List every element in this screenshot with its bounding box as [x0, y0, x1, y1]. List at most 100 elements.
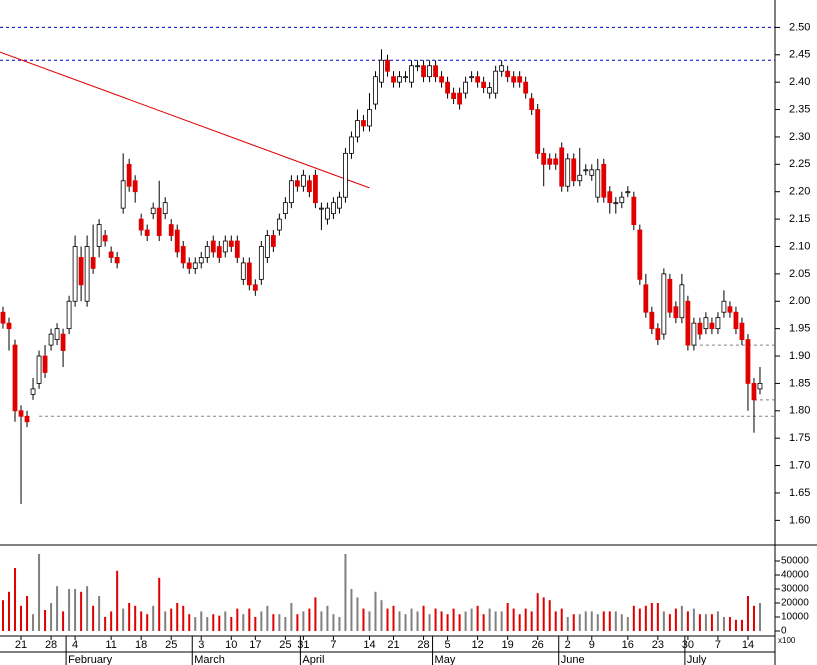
volume-bar: [686, 611, 689, 631]
volume-bar: [200, 611, 203, 631]
volume-unit: x100: [778, 636, 796, 645]
volume-bar: [500, 611, 503, 631]
volume-bar: [524, 608, 527, 631]
volume-bar: [476, 605, 479, 631]
candle-body: [751, 383, 757, 401]
volume-bar: [224, 611, 227, 631]
candle-body: [415, 65, 420, 68]
candle-body: [553, 158, 559, 165]
x-tick-label: 14: [363, 639, 375, 651]
candle-body: [204, 246, 210, 258]
volume-bar: [554, 611, 557, 631]
candle-body: [198, 257, 204, 264]
candle-body: [168, 224, 174, 236]
x-tick-label: 25: [279, 639, 291, 651]
volume-bar: [242, 614, 245, 631]
candle-body: [637, 229, 643, 280]
candle-body: [421, 65, 426, 78]
candle-body: [661, 273, 667, 335]
candle-body: [234, 240, 240, 258]
volume-bar: [728, 617, 731, 631]
volume-bar: [680, 605, 683, 631]
volume-bar: [362, 608, 365, 631]
candle-body: [523, 81, 529, 94]
volume-bar: [230, 617, 233, 631]
volume-bar: [20, 605, 23, 631]
x-tick-label: 9: [589, 639, 595, 651]
volume-bar: [482, 614, 485, 631]
candle-body: [547, 158, 553, 165]
x-tick-label: 28: [417, 639, 429, 651]
volume-bar: [332, 614, 335, 631]
volume-bar: [14, 568, 17, 631]
candle-body: [24, 415, 30, 423]
candle-body: [685, 300, 691, 346]
candle-body: [54, 328, 60, 340]
y-tick-label: 2.35: [789, 103, 810, 115]
volume-bar: [146, 614, 149, 631]
candle-body: [337, 196, 342, 209]
volume-bar: [608, 611, 611, 631]
candle-body: [445, 81, 450, 94]
volume-bar: [296, 614, 299, 631]
candle-body: [150, 207, 156, 215]
candle-body: [559, 147, 565, 187]
candle-body: [721, 300, 727, 313]
volume-bar: [128, 603, 131, 631]
candle-body: [727, 306, 733, 313]
candle-body: [12, 344, 18, 412]
volume-bar: [134, 605, 137, 631]
volume-bar: [308, 608, 311, 631]
volume-bar: [464, 611, 467, 631]
candle-body: [222, 240, 228, 253]
y-tick-label: 2.15: [789, 213, 810, 225]
volume-bar: [116, 570, 119, 631]
candle-body: [216, 246, 222, 258]
volume-bar: [62, 611, 65, 631]
candle-body: [180, 246, 186, 264]
volume-bar: [284, 617, 287, 631]
volume-bar: [260, 611, 263, 631]
volume-bar: [158, 577, 161, 631]
candle-body: [475, 76, 481, 83]
volume-bar: [458, 614, 461, 631]
volume-bar: [302, 611, 305, 631]
candle-body: [691, 322, 697, 346]
x-tick-label: 17: [249, 639, 261, 651]
volume-bar: [98, 596, 101, 631]
volume-bar: [38, 554, 41, 631]
candle-body: [703, 317, 709, 330]
volume-bar: [644, 605, 647, 631]
volume-tick-label: 30000: [781, 584, 809, 595]
candle-body: [625, 191, 631, 194]
candle-body: [433, 65, 438, 78]
candle-body: [156, 207, 162, 236]
volume-bar: [320, 611, 323, 631]
volume-bar: [542, 597, 545, 631]
candle-body: [541, 152, 547, 165]
candle-body: [300, 174, 306, 187]
y-tick-label: 2.25: [789, 158, 810, 170]
volume-bar: [452, 608, 455, 631]
candle-body: [331, 202, 336, 215]
volume-bar: [692, 608, 695, 631]
volume-bar: [560, 608, 563, 631]
candle-body: [349, 136, 354, 154]
volume-bar: [512, 608, 515, 631]
x-tick-label: 10: [225, 639, 237, 651]
volume-bar: [530, 611, 533, 631]
candle-body: [517, 76, 523, 83]
y-tick-label: 1.75: [789, 432, 810, 444]
y-tick-label: 2.30: [789, 131, 810, 143]
volume-bar: [44, 610, 47, 631]
candle-body: [18, 410, 24, 417]
candle-body: [649, 311, 655, 330]
candle-body: [120, 180, 126, 209]
volume-bar: [440, 611, 443, 631]
candle-body: [48, 333, 54, 346]
candle-body: [613, 202, 619, 205]
candle-body: [667, 278, 673, 313]
month-label: April: [302, 654, 324, 665]
month-label: May: [435, 654, 456, 665]
